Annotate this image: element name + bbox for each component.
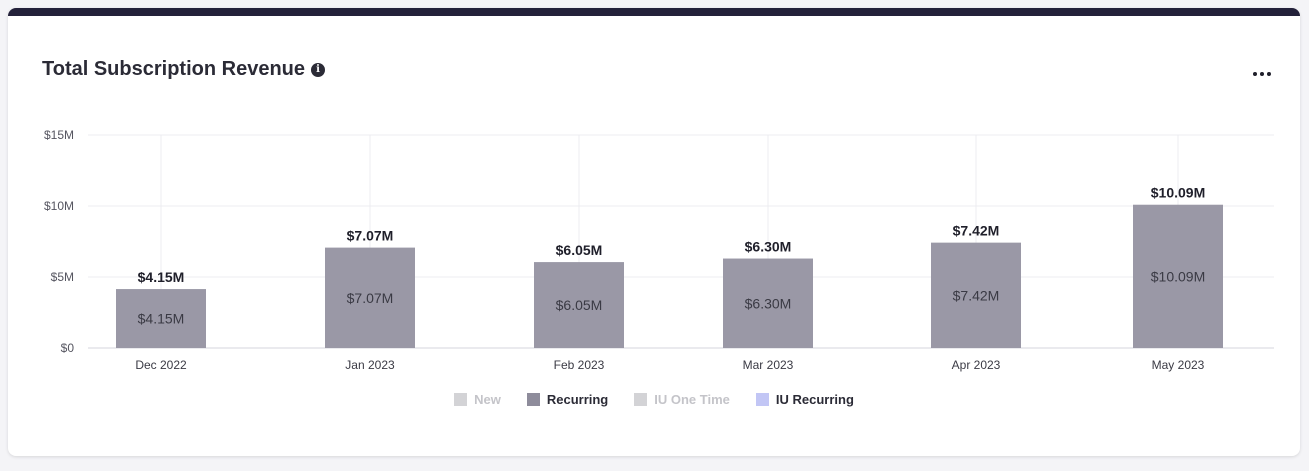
bar-segment-label: $6.30M [745,295,792,311]
legend-item-iu-recurring[interactable]: IU Recurring [755,392,854,407]
bar-total-label: $6.05M [556,242,603,258]
legend-label: Recurring [546,392,609,407]
x-tick-label: Jan 2023 [345,358,395,372]
legend-item-new[interactable]: New [454,392,501,407]
legend-item-iu-one-time[interactable]: IU One Time [634,392,730,407]
bar-total-label: $7.42M [953,223,1000,239]
legend-label: IU Recurring [775,392,854,407]
card-top-bar [8,8,1300,16]
bar-total-label: $6.30M [745,239,792,255]
info-icon[interactable]: i [311,62,325,77]
bar-total-label: $4.15M [138,269,185,285]
bar-recurring [534,262,624,348]
chart-legend: New Recurring IU One Time IU Recurring [8,392,1300,407]
chart-title: Total Subscription Revenue i [42,58,325,81]
x-tick-label: Dec 2022 [135,358,187,372]
x-tick-label: Apr 2023 [952,358,1001,372]
bar-total-label: $10.09M [1151,185,1205,201]
y-tick-label: $5M [51,270,74,284]
legend-swatch [454,393,468,406]
more-options-button[interactable] [1248,64,1276,84]
bar-chart: $0 $5M $10M $15M $4.15M $4.15M Dec 2022 $7.07M $… [44,128,1274,372]
x-tick-label: Feb 2023 [554,358,605,372]
chart-title-text: Total Subscription Revenue [42,58,305,80]
legend-item-recurring[interactable]: Recurring [526,392,609,407]
legend-swatch [526,393,540,406]
y-tick-label: $0 [61,341,75,355]
x-tick-label: Mar 2023 [743,358,794,372]
legend-label: New [474,392,501,407]
y-tick-label: $10M [44,199,74,213]
bar-recurring [931,242,1021,348]
y-tick-label: $15M [44,128,74,142]
legend-swatch [755,393,769,406]
bar-recurring [1133,204,1223,348]
legend-label: IU One Time [654,392,730,407]
more-horizontal-icon [1267,72,1271,76]
bar-total-label: $7.07M [347,228,394,244]
revenue-card: Total Subscription Revenue i $0 $5M $10M $1… [8,8,1300,456]
bar-segment-label: $7.07M [347,290,394,306]
bar-segment-label: $7.42M [953,287,1000,303]
bar-segment-label: $10.09M [1151,268,1205,284]
bar-segment-label: $6.05M [556,297,603,313]
bar-recurring [116,289,206,348]
bar-recurring [325,247,415,348]
x-tick-label: May 2023 [1152,358,1205,372]
bar-recurring [723,258,813,348]
more-horizontal-icon [1253,72,1257,76]
legend-swatch [634,393,648,406]
more-horizontal-icon [1260,72,1264,76]
bar-segment-label: $4.15M [138,311,185,327]
